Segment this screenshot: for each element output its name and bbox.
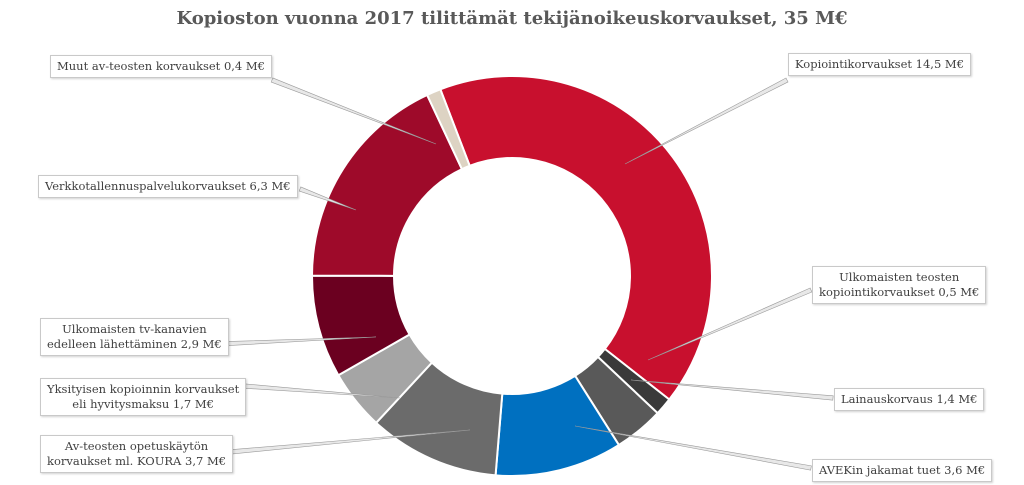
data-label-kopiointikorvaukset: Kopiointikorvaukset 14,5 M€ (788, 53, 972, 76)
donut-slice-kopiointikorvaukset (439, 75, 713, 401)
leader-line-muut-av (270, 77, 437, 145)
data-label-line: Kopiointikorvaukset 14,5 M€ (795, 57, 965, 71)
data-label-line: korvaukset ml. KOURA 3,7 M€ (47, 454, 227, 468)
data-label-line: Ulkomaisten tv-kanavien (62, 322, 207, 336)
leader-line-avek-tuet (574, 425, 812, 471)
donut-slice-muut-av (425, 87, 472, 171)
data-label-line: Av-teosten opetuskäytön (64, 439, 209, 453)
leader-line-kopiointikorvaukset (624, 77, 789, 165)
data-label-line: AVEKin jakamat tuet 3,6 M€ (819, 463, 986, 477)
data-label-line: Muut av-teosten korvaukset 0,4 M€ (57, 59, 265, 73)
data-label-line: Ulkomaisten teosten (839, 270, 960, 284)
leader-line-lainauskorvaus (630, 379, 834, 401)
data-label-lainauskorvaus: Lainauskorvaus 1,4 M€ (834, 388, 985, 411)
data-label-verkkotallennus: Verkkotallennuspalvelukorvaukset 6,3 M€ (38, 175, 298, 198)
data-label-line: eli hyvitysmaksu 1,7 M€ (72, 397, 214, 411)
data-label-ulkomaisten-kopiointikorvaukset: Ulkomaisten teosten kopiointikorvaukset 0… (812, 266, 987, 304)
data-label-hyvitysmaksu: Yksityisen kopioinnin korvaukset eli hyvi… (40, 378, 247, 416)
data-label-line: Verkkotallennuspalvelukorvaukset 6,3 M€ (45, 179, 291, 193)
leader-line-ulkomaisten-kopiointikorvaukset (647, 287, 813, 361)
data-label-line: Yksityisen kopioinnin korvaukset (47, 382, 240, 396)
data-label-line: kopiointikorvaukset 0,5 M€ (819, 285, 980, 299)
data-label-muut-av: Muut av-teosten korvaukset 0,4 M€ (50, 55, 272, 78)
data-label-avek-tuet: AVEKin jakamat tuet 3,6 M€ (812, 459, 993, 482)
data-label-av-opetuskaytto: Av-teosten opetuskäytön korvaukset ml. KO… (40, 435, 234, 473)
data-label-line: Lainauskorvaus 1,4 M€ (841, 392, 978, 406)
donut-slice-verkkotallennus (310, 93, 464, 277)
chart-title: Kopioston vuonna 2017 tilittämät tekijän… (176, 8, 848, 29)
leader-line-verkkotallennus (298, 186, 357, 211)
data-label-line: edelleen lähettäminen 2,9 M€ (47, 337, 222, 351)
data-label-tv-kanavat: Ulkomaisten tv-kanavien edelleen lähettäm… (40, 318, 229, 356)
